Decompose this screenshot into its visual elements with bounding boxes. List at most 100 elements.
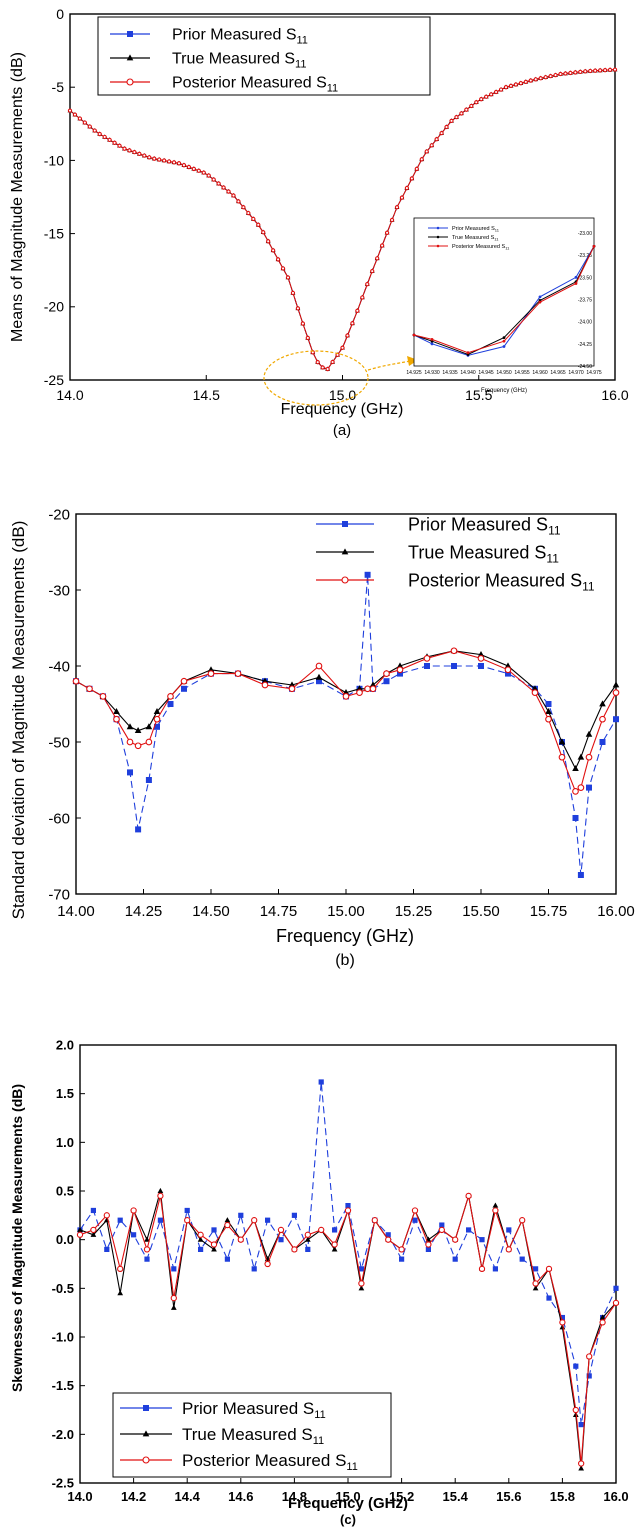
data-point-posterior (593, 68, 598, 73)
data-point-prior (224, 1256, 230, 1262)
data-point-posterior (288, 685, 296, 693)
inset-y-tick-label: -23.00 (578, 231, 592, 237)
inset-frame (413, 217, 595, 367)
data-point-posterior (379, 243, 385, 248)
data-point-posterior (356, 689, 363, 696)
data-point-posterior (384, 230, 390, 235)
data-point-true (134, 727, 142, 733)
legend-label-posterior: Posterior Measured S11 (182, 1451, 358, 1473)
data-point-posterior (107, 137, 112, 143)
data-point-prior (291, 1212, 297, 1218)
y-tick-label: 2.0 (56, 1038, 74, 1053)
panel-a-caption: (a) (333, 422, 351, 439)
inset-y-tick-label: -24.00 (578, 320, 592, 326)
data-point-posterior (344, 1207, 352, 1214)
data-point-posterior (340, 345, 345, 350)
data-point-prior (572, 815, 579, 821)
data-point-posterior (264, 1260, 271, 1268)
inset-data-point-posterior (592, 244, 596, 248)
x-tick-label: 15.0 (335, 1489, 360, 1504)
data-point-posterior (424, 149, 429, 154)
legend-subscript: 11 (346, 1461, 357, 1473)
data-point-posterior (153, 715, 161, 723)
data-point-posterior (398, 1246, 405, 1253)
data-point-posterior (304, 1231, 311, 1238)
inset-data-point-posterior (574, 282, 578, 285)
data-point-posterior (563, 71, 568, 76)
data-point-posterior (454, 114, 459, 120)
data-point-posterior (117, 1265, 124, 1273)
data-point-true (157, 1187, 164, 1194)
data-point-posterior (143, 1246, 151, 1253)
data-point-posterior (234, 670, 242, 677)
data-point-posterior (586, 1353, 593, 1360)
data-point-posterior (130, 1207, 137, 1214)
data-point-posterior (170, 1294, 177, 1302)
data-point-true (578, 1465, 585, 1471)
data-point-posterior (533, 77, 538, 82)
data-point-posterior (538, 76, 543, 81)
data-point-posterior (142, 153, 147, 158)
legend-subscript: 11 (548, 523, 561, 537)
data-point-posterior (127, 148, 132, 153)
inset-x-tick-label: 14.970 (568, 370, 584, 376)
data-point-posterior (157, 1192, 164, 1200)
data-point-posterior (147, 155, 152, 160)
data-point-posterior (76, 1231, 84, 1238)
data-point-posterior (419, 157, 424, 162)
x-tick-label: 15.75 (530, 903, 568, 920)
data-point-prior (578, 1422, 584, 1428)
data-point-posterior (167, 693, 174, 700)
data-point-true (153, 708, 161, 714)
inset-data-point-posterior (466, 351, 470, 355)
data-point-prior (546, 1295, 552, 1301)
data-point-true (170, 1304, 177, 1310)
x-tick-label: 15.00 (327, 903, 365, 920)
data-point-posterior (503, 85, 509, 90)
y-tick-label: -20 (44, 299, 64, 315)
data-point-posterior (607, 67, 613, 73)
data-point-prior (573, 1363, 579, 1369)
y-tick-label: -50 (48, 734, 70, 751)
data-point-prior (599, 739, 606, 745)
data-point-posterior (459, 111, 464, 116)
data-point-posterior (429, 143, 434, 148)
data-point-posterior (474, 100, 479, 105)
data-point-posterior (423, 655, 431, 662)
panel-a-y-axis-label: Means of Magnitude Measurements (dB) (9, 52, 26, 342)
data-point-prior (345, 1203, 351, 1209)
x-tick-label: 14.4 (175, 1489, 201, 1504)
y-tick-label: -20 (48, 506, 70, 523)
data-point-posterior (553, 72, 558, 78)
inset-legend-marker-true (436, 235, 440, 239)
panel-c-y-axis-label: Skewnesses of Magnitude Measurements (dB… (9, 1084, 25, 1392)
y-tick-label: 0 (56, 6, 64, 22)
panel-b-stddev-chart: 14.00 14.25 14.50 14.75 15.00 15.25 15.50 15.75… (9, 506, 635, 969)
data-point-posterior (578, 69, 583, 75)
data-point-posterior (137, 151, 142, 157)
panel-a-legend-box (97, 16, 431, 96)
data-point-posterior (444, 124, 449, 130)
data-point-prior (505, 670, 511, 677)
data-point-posterior (92, 128, 97, 133)
data-point-prior (316, 678, 322, 685)
zoom-arrow-head (407, 356, 418, 366)
data-point-posterior (291, 1246, 298, 1253)
y-tick-label: -2.0 (52, 1427, 74, 1442)
data-point-posterior (425, 1241, 432, 1248)
data-point-prior (184, 1207, 190, 1214)
data-point-posterior (280, 266, 286, 271)
inset-y-tick-label: -24.25 (578, 342, 592, 348)
data-point-true (144, 1236, 150, 1242)
data-point-posterior (371, 1217, 378, 1224)
data-point-posterior (449, 118, 454, 124)
data-point-posterior (221, 185, 226, 190)
inset-data-point-posterior (538, 300, 542, 304)
legend-marker-posterior (126, 78, 134, 86)
data-point-posterior (394, 205, 400, 210)
x-tick-label: 15.5 (465, 387, 492, 403)
legend-subscript: 11 (327, 83, 338, 95)
x-tick-label: 14.8 (282, 1489, 307, 1504)
inset-x-tick-label: 14.960 (532, 370, 548, 376)
data-point-posterior (478, 1265, 486, 1273)
